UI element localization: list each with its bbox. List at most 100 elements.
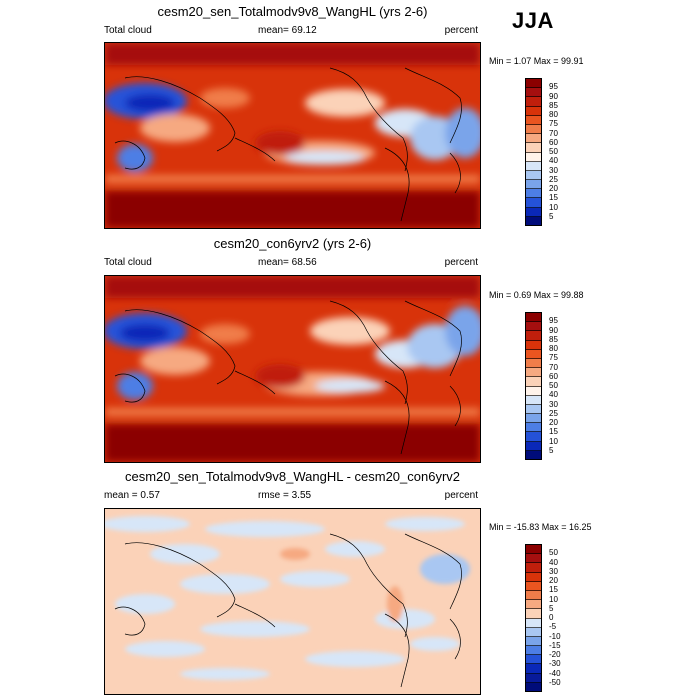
colorbar-tick-label: 95: [549, 82, 558, 92]
colorbar-tick-label: 15: [549, 193, 558, 203]
panel-2-minmax: Min = 0.69 Max = 99.88: [489, 290, 584, 300]
panel-2-right-label: percent: [444, 257, 478, 268]
colorbar-tick-label: -5: [549, 622, 557, 632]
colorbar-swatch: [526, 664, 541, 674]
colorbar-tick-label: 0: [549, 613, 554, 622]
colorbar-swatch: [526, 207, 541, 217]
panel-2-center-label: mean= 68.56: [258, 257, 317, 268]
colorbar-tick-label: -20: [549, 650, 561, 659]
colorbar-tick-label: 5: [549, 211, 554, 221]
panel-1-title: cesm20_sen_Totalmodv9v8_WangHL (yrs 2-6): [157, 4, 428, 19]
colorbar-tick-label: 10: [549, 436, 558, 446]
colorbar-tick-label: 85: [549, 100, 558, 110]
colorbar-swatch: [526, 655, 541, 665]
panel-1-minmax: Min = 1.07 Max = 99.91: [489, 56, 584, 66]
colorbar-swatch: [526, 545, 541, 555]
panel-2-title: cesm20_con6yrv2 (yrs 2-6): [213, 236, 372, 251]
colorbar-tick-label: -30: [549, 659, 561, 669]
colorbar-tick-label: 10: [549, 594, 558, 604]
colorbar-tick-label: 90: [549, 91, 558, 101]
panel-1-center-label: mean= 69.12: [258, 25, 317, 36]
colorbar-swatch: [526, 414, 541, 424]
colorbar-swatch: [526, 618, 541, 628]
colorbar-tick-label: 50: [549, 147, 558, 156]
coastline-outline: [114, 67, 462, 222]
colorbar-tick-label: 15: [549, 427, 558, 437]
colorbar-swatch: [526, 450, 541, 459]
panel-2-left-label: Total cloud: [104, 257, 152, 268]
panel-3-left-label: mean = 0.57: [104, 490, 160, 501]
colorbar-swatch: [526, 609, 541, 619]
colorbar-swatch: [526, 432, 541, 442]
panel-3-map: [104, 508, 481, 695]
panel-1-left-label: Total cloud: [104, 25, 152, 36]
panel-3-center-label: rmse = 3.55: [258, 490, 312, 501]
colorbar-swatch: [526, 198, 541, 208]
colorbar-swatch: [526, 152, 541, 162]
colorbar-swatch: [526, 646, 541, 656]
colorbar-tick-label: 80: [549, 344, 558, 353]
coastline-outline: [114, 533, 462, 688]
season-label: JJA: [512, 8, 554, 33]
colorbar-swatch: [526, 563, 541, 573]
colorbar-swatch: [526, 216, 541, 225]
colorbar-tick-label: 20: [549, 576, 558, 585]
panel-1-colorbar: [525, 78, 542, 226]
colorbar-swatch: [526, 572, 541, 582]
colorbar-swatch: [526, 581, 541, 591]
colorbar-swatch: [526, 340, 541, 350]
colorbar-swatch: [526, 115, 541, 125]
colorbar-tick-label: -40: [549, 668, 561, 678]
panel-2-map-graphic: [105, 276, 480, 462]
colorbar-tick-label: -15: [549, 640, 561, 650]
colorbar-swatch: [526, 97, 541, 107]
colorbar-tick-label: 20: [549, 184, 558, 193]
colorbar-tick-label: 75: [549, 119, 558, 129]
colorbar-swatch: [526, 600, 541, 610]
colorbar-swatch: [526, 386, 541, 396]
colorbar-tick-label: 40: [549, 390, 558, 400]
colorbar-tick-label: 15: [549, 585, 558, 595]
colorbar-swatch: [526, 161, 541, 171]
panel-3-map-graphic: [105, 509, 480, 694]
colorbar-tick-label: 20: [549, 418, 558, 427]
colorbar-swatch: [526, 124, 541, 135]
colorbar-swatch: [526, 79, 541, 89]
colorbar-tick-label: 50: [549, 381, 558, 390]
colorbar-tick-label: 70: [549, 362, 558, 372]
colorbar-swatch: [526, 134, 541, 144]
colorbar-tick-label: 60: [549, 371, 558, 381]
colorbar-tick-label: 70: [549, 128, 558, 138]
colorbar-tick-label: 25: [549, 408, 558, 418]
colorbar-swatch: [526, 322, 541, 332]
colorbar-tick-label: 40: [549, 557, 558, 567]
colorbar-swatch: [526, 673, 541, 683]
colorbar-swatch: [526, 590, 541, 601]
colorbar-swatch: [526, 88, 541, 98]
colorbar-swatch: [526, 627, 541, 637]
colorbar-tick-label: 90: [549, 325, 558, 335]
colorbar-tick-label: 30: [549, 165, 558, 175]
colorbar-tick-label: 5: [549, 445, 554, 455]
colorbar-swatch: [526, 349, 541, 359]
colorbar-swatch: [526, 170, 541, 181]
colorbar-tick-label: 95: [549, 316, 558, 326]
colorbar-swatch: [526, 395, 541, 405]
colorbar-swatch: [526, 331, 541, 341]
panel-3-colorbar: [525, 544, 542, 692]
panel-1-map: [104, 42, 481, 229]
colorbar-swatch: [526, 377, 541, 387]
colorbar-swatch: [526, 189, 541, 199]
panel-3-minmax: Min = -15.83 Max = 16.25: [489, 522, 592, 532]
colorbar-swatch: [526, 682, 541, 691]
colorbar-tick-label: 25: [549, 174, 558, 184]
colorbar-tick-label: 75: [549, 353, 558, 363]
colorbar-tick-label: 10: [549, 202, 558, 212]
colorbar-swatch: [526, 404, 541, 415]
panel-3-title: cesm20_sen_Totalmodv9v8_WangHL - cesm20_…: [124, 469, 461, 484]
colorbar-swatch: [526, 180, 541, 190]
panel-3-right-label: percent: [444, 490, 478, 501]
colorbar-tick-label: -50: [549, 677, 561, 687]
panel-1-map-graphic: [105, 43, 480, 228]
coastline-outline: [114, 300, 462, 455]
